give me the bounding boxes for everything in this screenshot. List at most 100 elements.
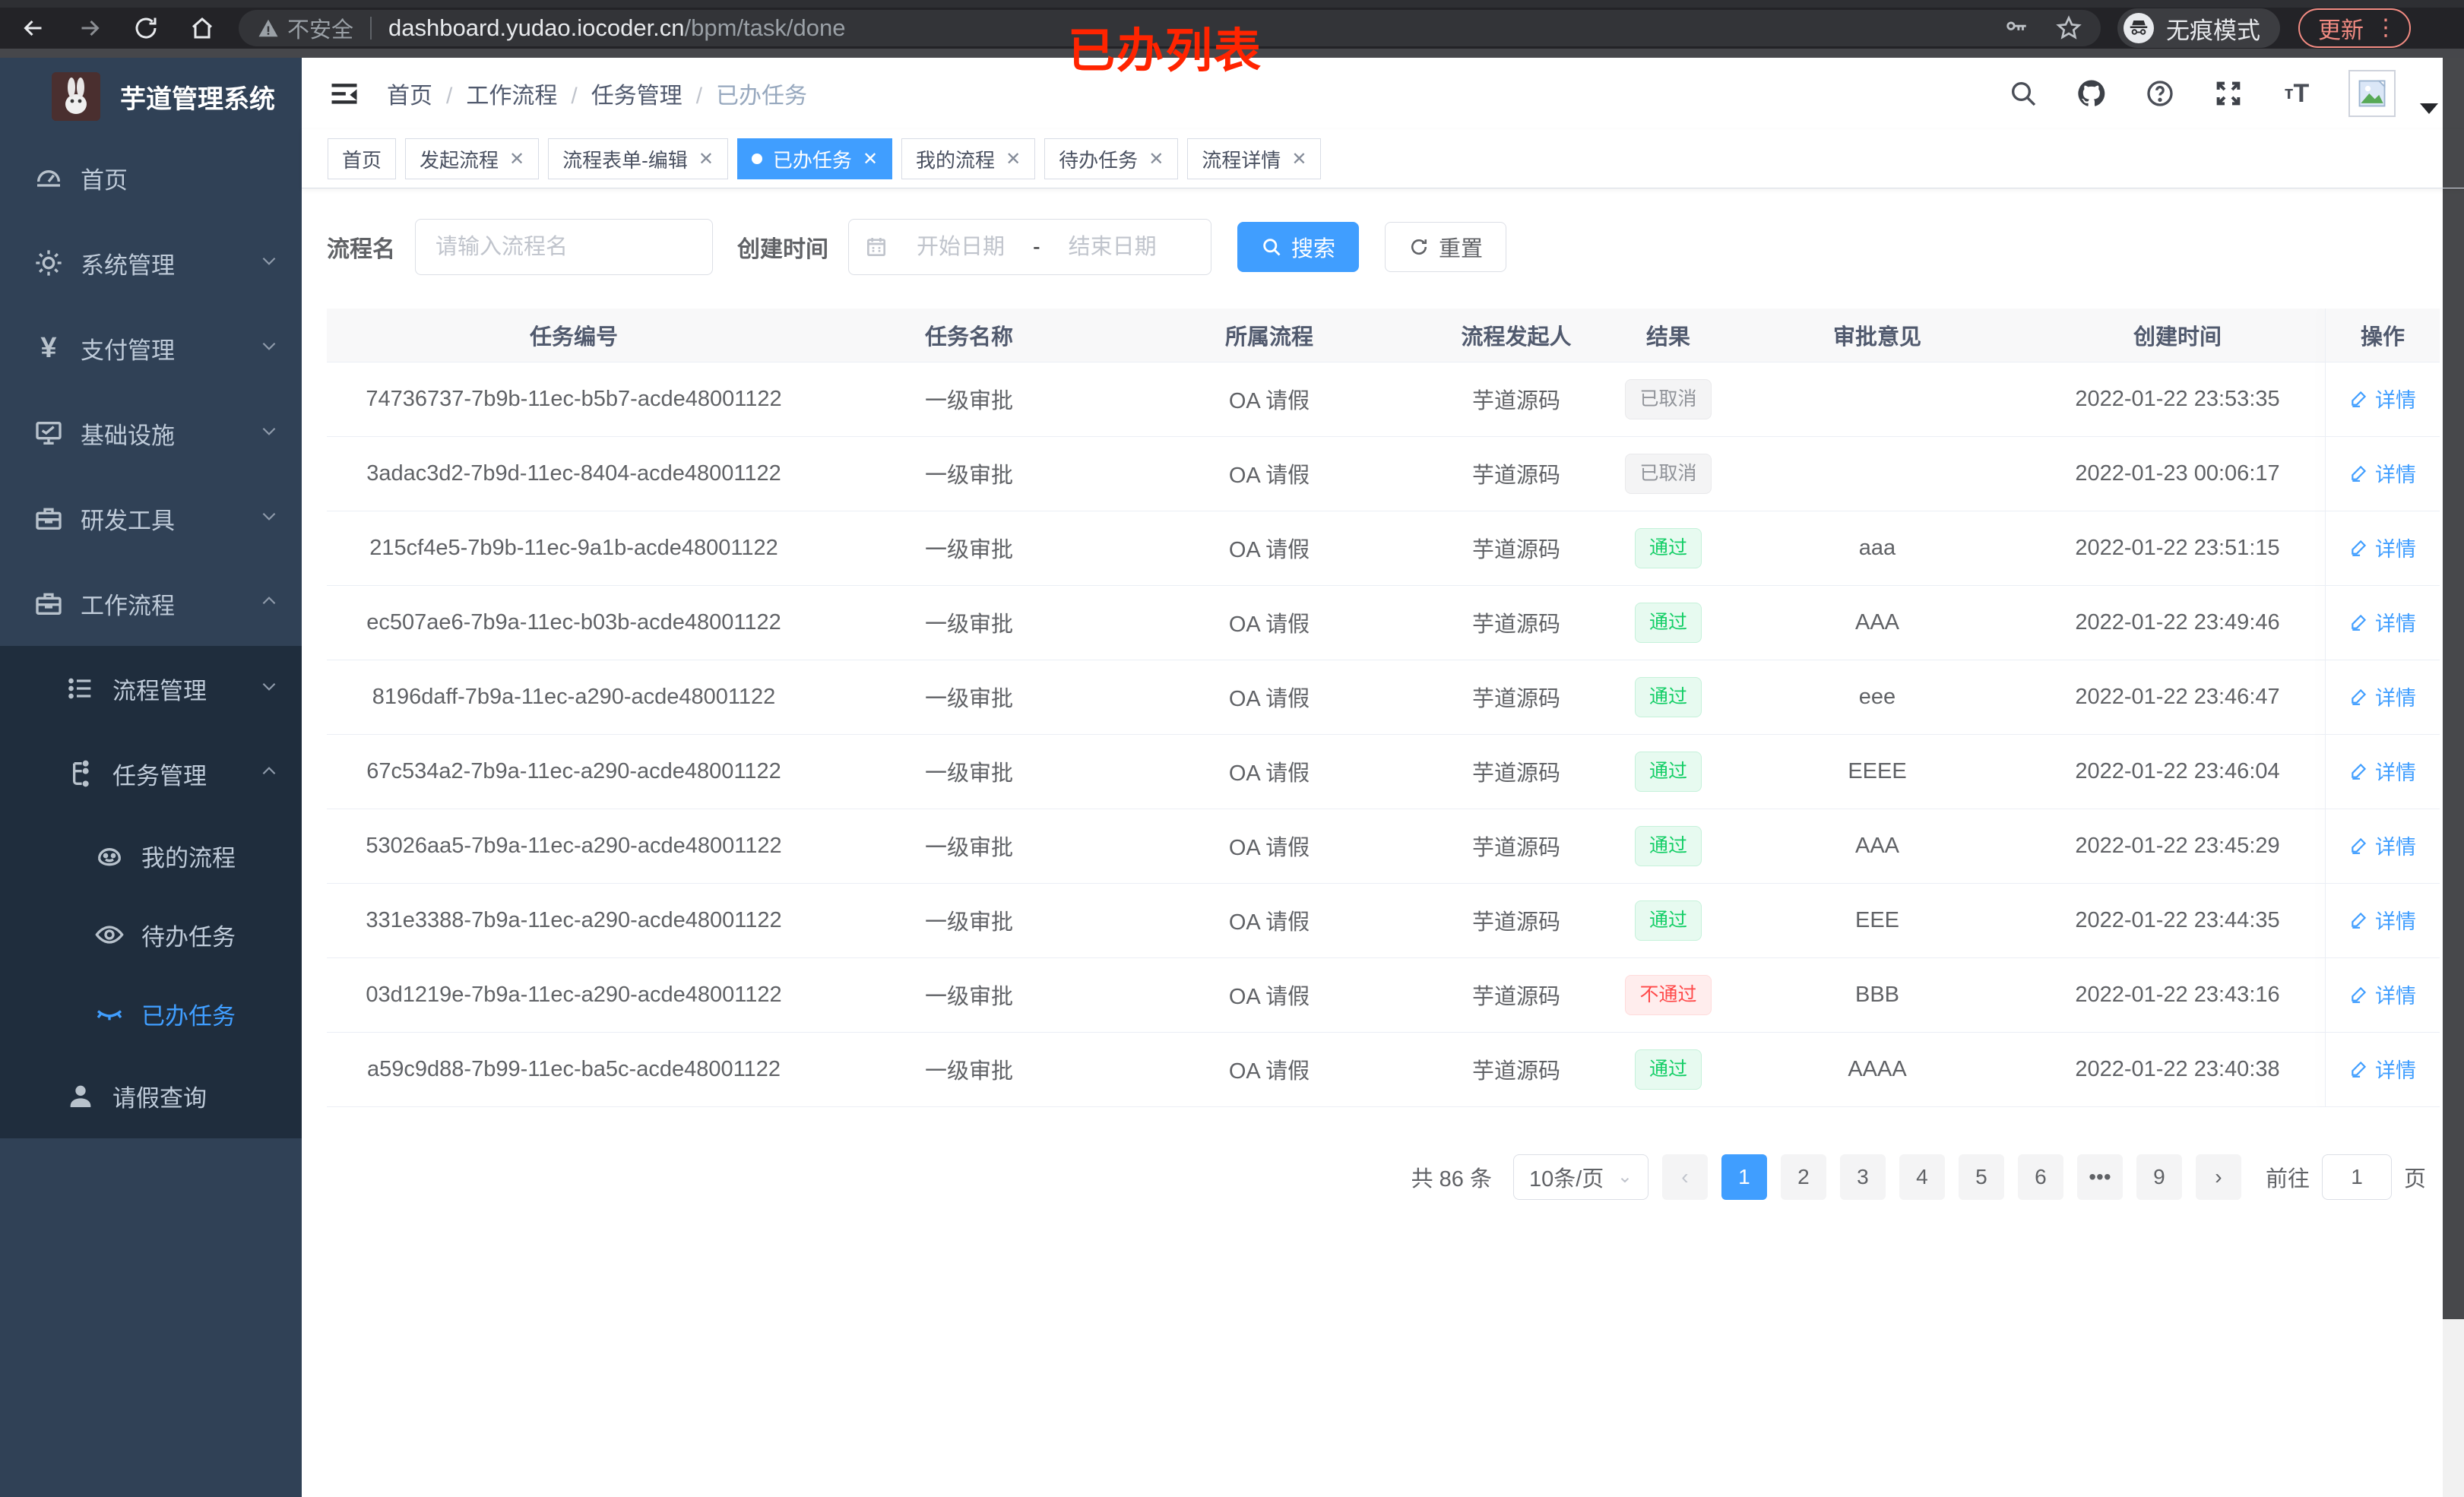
page-scrollbar[interactable] — [2443, 58, 2464, 1497]
scrollbar-thumb[interactable] — [2443, 58, 2464, 1319]
detail-link[interactable]: 详情 — [2349, 682, 2416, 711]
close-icon[interactable]: ✕ — [698, 148, 714, 169]
start-date-input[interactable] — [896, 234, 1025, 260]
date-range-picker[interactable]: - — [848, 219, 1211, 275]
logo-image — [52, 72, 100, 121]
search-button[interactable]: 搜索 — [1237, 222, 1360, 272]
tag-my-process[interactable]: 我的流程 ✕ — [901, 138, 1036, 179]
sidebar-item-leave-query[interactable]: 请假查询 — [0, 1053, 302, 1138]
page-button[interactable]: 2 — [1780, 1154, 1826, 1200]
chevron-down-icon — [259, 675, 279, 702]
sidebar-item-workflow[interactable]: 工作流程 — [0, 561, 302, 646]
detail-link[interactable]: 详情 — [2349, 756, 2416, 786]
goto-page-input[interactable] — [2321, 1154, 2392, 1200]
sidebar-item-home[interactable]: 首页 — [0, 135, 302, 220]
sidebar-item-system[interactable]: 系统管理 — [0, 220, 302, 305]
process-name-input[interactable] — [435, 234, 692, 260]
security-warning[interactable]: 不安全 — [257, 12, 353, 44]
page-button[interactable]: 4 — [1899, 1154, 1945, 1200]
tag-done-tasks[interactable]: 已办任务 ✕ — [736, 138, 893, 179]
detail-link[interactable]: 详情 — [2349, 458, 2416, 488]
browser-update-button[interactable]: 更新 ⋮ — [2298, 8, 2411, 48]
detail-link[interactable]: 详情 — [2349, 384, 2416, 413]
process-name-label: 流程名 — [327, 237, 395, 262]
done-task-table: 任务编号 任务名称 所属流程 流程发起人 结果 审批意见 创建时间 操作 747… — [327, 309, 2440, 1107]
cell-create-time: 2022-01-22 23:49:46 — [2029, 585, 2326, 660]
password-key-icon[interactable] — [2003, 15, 2029, 41]
tags-view-bar: 首页 发起流程 ✕ 流程表单-编辑 ✕ 已办任务 ✕ 我的流程 ✕ 待办任务 ✕ 流程详情… — [302, 129, 2464, 188]
sidebar-item-task-mgmt[interactable]: 任务管理 — [0, 731, 302, 816]
table-row: 8196daff-7b9a-11ec-a290-acde48001122 一级审… — [327, 660, 2440, 735]
help-icon[interactable] — [2143, 77, 2177, 110]
table-row: 215cf4e5-7b9b-11ec-9a1b-acde48001122 一级审… — [327, 511, 2440, 586]
fullscreen-icon[interactable] — [2212, 77, 2245, 110]
tag-home[interactable]: 首页 — [328, 138, 397, 179]
close-icon[interactable]: ✕ — [1148, 148, 1164, 169]
avatar-dropdown-caret[interactable] — [2420, 103, 2438, 114]
breadcrumb-task-mgmt[interactable]: 任务管理 — [557, 77, 683, 110]
chevron-down-icon — [259, 505, 279, 532]
cell-starter: 芋道源码 — [1421, 883, 1611, 958]
browser-back-button[interactable] — [11, 11, 56, 45]
detail-link[interactable]: 详情 — [2349, 533, 2416, 562]
col-result: 结果 — [1611, 309, 1725, 362]
end-date-input[interactable] — [1047, 234, 1177, 260]
page-button[interactable]: 3 — [1839, 1154, 1886, 1200]
page-button-current[interactable]: 1 — [1721, 1154, 1767, 1200]
page-size-select[interactable]: 10条/页 ⌄ — [1512, 1154, 1648, 1200]
avatar[interactable] — [2348, 70, 2396, 117]
detail-link[interactable]: 详情 — [2349, 905, 2416, 935]
tag-todo-tasks[interactable]: 待办任务 ✕ — [1044, 138, 1179, 179]
app-logo-row[interactable]: 芋道管理系统 — [0, 58, 302, 135]
sidebar-item-todo-tasks[interactable]: 待办任务 — [0, 895, 302, 974]
reset-button[interactable]: 重置 — [1385, 222, 1507, 272]
page-button[interactable]: 6 — [2017, 1154, 2063, 1200]
search-icon[interactable] — [2006, 77, 2040, 110]
cell-task-name: 一级审批 — [821, 511, 1117, 586]
sidebar-item-infra[interactable]: 基础设施 — [0, 391, 302, 476]
breadcrumb-home[interactable]: 首页 — [387, 84, 432, 109]
next-page-button[interactable]: › — [2195, 1154, 2241, 1200]
close-icon[interactable]: ✕ — [1006, 148, 1021, 169]
incognito-badge: 无痕模式 — [2117, 8, 2280, 48]
sidebar-item-done-tasks[interactable]: 已办任务 — [0, 974, 302, 1053]
cell-task-name: 一级审批 — [821, 883, 1117, 958]
cell-actions: 详情 — [2326, 1032, 2440, 1107]
edit-pencil-icon — [2352, 987, 2367, 1004]
detail-link[interactable]: 详情 — [2349, 1054, 2416, 1084]
page-button[interactable]: ••• — [2076, 1154, 2123, 1200]
page-button[interactable]: 9 — [2136, 1154, 2182, 1200]
sidebar-collapse-icon[interactable] — [328, 77, 361, 110]
cell-task-id: 67c534a2-7b9a-11ec-a290-acde48001122 — [327, 734, 821, 809]
tag-process-detail[interactable]: 流程详情 ✕ — [1187, 138, 1322, 179]
cell-process: OA 请假 — [1117, 436, 1421, 511]
browser-forward-button[interactable] — [67, 11, 112, 45]
detail-link[interactable]: 详情 — [2349, 980, 2416, 1009]
sidebar-item-devtools[interactable]: 研发工具 — [0, 476, 302, 561]
prev-page-button[interactable]: ‹ — [1661, 1154, 1708, 1200]
detail-link[interactable]: 详情 — [2349, 831, 2416, 860]
browser-menu-icon[interactable]: ⋮ — [2374, 15, 2397, 40]
address-bar[interactable]: 不安全 dashboard.yudao.iocoder.cn/bpm/task/… — [239, 10, 2101, 46]
close-icon[interactable]: ✕ — [509, 148, 525, 169]
page-button[interactable]: 5 — [1958, 1154, 2004, 1200]
github-icon[interactable] — [2075, 77, 2108, 110]
browser-reload-button[interactable] — [123, 11, 169, 45]
close-icon[interactable]: ✕ — [862, 148, 879, 169]
bookmark-star-icon[interactable] — [2055, 14, 2082, 42]
sidebar-item-process-mgmt[interactable]: 流程管理 — [0, 646, 302, 731]
cell-process: OA 请假 — [1117, 809, 1421, 884]
cell-task-name: 一级审批 — [821, 660, 1117, 735]
sidebar-item-payment[interactable]: ¥ 支付管理 — [0, 305, 302, 391]
cell-process: OA 请假 — [1117, 957, 1421, 1033]
briefcase-icon — [36, 593, 62, 615]
close-icon[interactable]: ✕ — [1291, 148, 1307, 169]
cell-result: 通过 — [1611, 660, 1725, 735]
breadcrumb-workflow[interactable]: 工作流程 — [432, 77, 557, 110]
tag-form-edit[interactable]: 流程表单-编辑 ✕ — [548, 138, 728, 179]
detail-link[interactable]: 详情 — [2349, 607, 2416, 637]
sidebar-item-my-process[interactable]: 我的流程 — [0, 816, 302, 895]
browser-home-button[interactable] — [179, 11, 225, 45]
tag-start-process[interactable]: 发起流程 ✕ — [405, 138, 540, 179]
